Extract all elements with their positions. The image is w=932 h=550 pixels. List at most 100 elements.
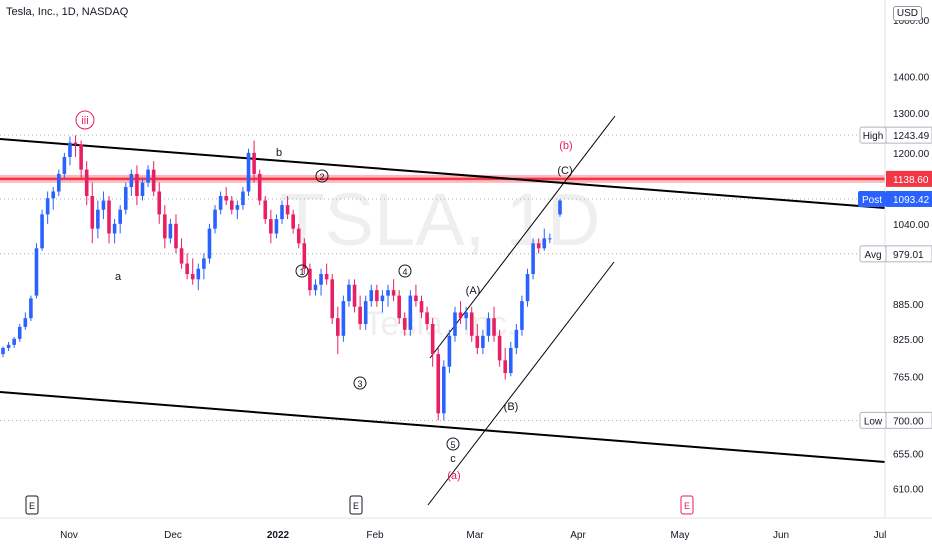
candle-body (369, 290, 374, 302)
candle-body (308, 268, 312, 291)
wave-circle (295, 264, 309, 278)
wave-label: 5 (450, 440, 455, 450)
candle-body (12, 338, 16, 345)
wave-circle (75, 110, 95, 130)
candle-body (118, 209, 122, 224)
earnings-marker[interactable] (25, 495, 39, 515)
candle-body (207, 228, 212, 259)
earnings-marker-label: E (29, 501, 35, 511)
x-tick-label: 2022 (267, 530, 290, 541)
candle-body (235, 205, 240, 210)
candle-body (202, 258, 206, 269)
y-tick-label: 765.00 (893, 372, 924, 383)
candle-body (324, 274, 329, 280)
candle-body (96, 209, 100, 229)
candle-body (168, 223, 173, 239)
candle-body (525, 274, 530, 302)
candle-body (112, 223, 117, 234)
wave-label: 2 (319, 172, 324, 182)
candle-body (508, 347, 513, 374)
candle-body (536, 243, 541, 249)
watermark-name: Tesla, Inc. (363, 305, 516, 343)
wave-label: (a) (447, 470, 460, 482)
level-label: Avg (864, 250, 881, 261)
candle-body (375, 290, 379, 302)
candle-body (274, 219, 279, 234)
candle-body (241, 191, 245, 206)
y-tick-label: 1200.00 (893, 149, 930, 160)
candle-body (486, 318, 491, 336)
x-tick-label: May (671, 530, 690, 541)
candle-body (68, 142, 72, 157)
candle-body (419, 301, 424, 313)
candle-body (558, 200, 562, 215)
wave-circle (315, 169, 329, 183)
y-tick-label: 885.00 (893, 300, 924, 311)
wave-label: 3 (357, 379, 362, 389)
x-tick-label: Dec (164, 530, 182, 541)
wave-label: 4 (402, 267, 407, 277)
candle-body (90, 195, 95, 229)
candle-body (285, 205, 290, 215)
candle-body (263, 200, 268, 220)
candle-body (330, 279, 335, 319)
y-tick-label: 825.00 (893, 335, 924, 346)
candle-body (492, 318, 496, 336)
wave-label: (b) (559, 140, 572, 152)
candle-body (336, 318, 340, 336)
candle-body (163, 214, 167, 239)
candle-body (123, 187, 128, 210)
last-price-badge (886, 170, 932, 187)
earnings-marker[interactable] (349, 495, 363, 515)
wave-circle (446, 437, 460, 451)
candle-body (79, 144, 83, 170)
candle-body (40, 214, 44, 249)
y-tick-label: 610.00 (893, 485, 924, 496)
candle-body (157, 191, 162, 215)
candle-body (391, 290, 396, 296)
candle-body (436, 354, 441, 414)
rising-channel-lower[interactable] (427, 261, 615, 506)
price-axis (885, 0, 932, 550)
x-tick-label: Mar (466, 530, 484, 541)
x-tick-label: Feb (366, 530, 384, 541)
candle-body (229, 200, 234, 210)
candle-body (531, 243, 535, 275)
candle-body (408, 295, 413, 330)
candle-body (218, 195, 223, 210)
wave-circle (398, 264, 412, 278)
wave-label: (A) (466, 285, 481, 297)
candle-body (224, 195, 228, 201)
time-axis (0, 518, 932, 550)
candle-body (151, 169, 156, 192)
lower-channel-line[interactable] (0, 391, 886, 463)
level-value-box (885, 245, 932, 263)
wave-label: c (450, 453, 456, 465)
candle-body (129, 173, 134, 188)
candle-body (497, 335, 502, 361)
candle-body (447, 335, 452, 367)
candle-body (269, 219, 273, 234)
candle-body (453, 312, 457, 336)
earnings-marker[interactable] (680, 495, 694, 515)
candle-body (313, 284, 318, 291)
candle-body (341, 301, 346, 336)
candle-body (442, 366, 446, 414)
candle-body (296, 228, 301, 244)
level-value-box (885, 126, 932, 144)
currency-button[interactable]: USD (892, 6, 922, 21)
upper-channel-line[interactable] (0, 138, 886, 209)
candle-body (280, 205, 284, 220)
wave-label: (C) (557, 165, 572, 177)
candle-body (84, 169, 89, 196)
candle-body (503, 360, 507, 374)
level-label: High (863, 131, 884, 142)
candle-body (548, 238, 552, 240)
y-tick-label: 655.00 (893, 449, 924, 460)
candle-body (425, 312, 429, 324)
candle-body (62, 156, 67, 174)
candle-body (252, 152, 256, 174)
level-value-box (885, 411, 932, 429)
candle-body (380, 295, 385, 302)
